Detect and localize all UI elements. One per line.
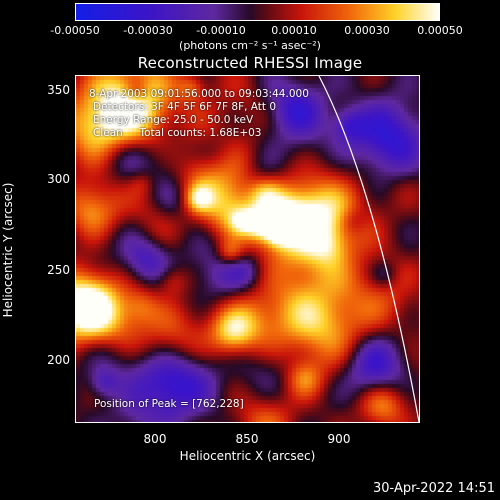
image-map bbox=[76, 76, 419, 422]
plot-title: Reconstructed RHESSI Image bbox=[137, 54, 363, 72]
y-tick-label: 350 bbox=[47, 83, 70, 97]
limb-overlay bbox=[318, 76, 419, 422]
y-axis-label: Heliocentric Y (arcsec) bbox=[1, 182, 15, 318]
colorbar-tick: -0.00050 bbox=[50, 24, 100, 37]
colorbar-tick: -0.00030 bbox=[123, 24, 173, 37]
y-tick-label: 250 bbox=[47, 263, 70, 277]
x-axis-label: Heliocentric X (arcsec) bbox=[179, 449, 316, 463]
y-tick-label: 200 bbox=[47, 353, 70, 367]
peak-position-text: Position of Peak = [762,228] bbox=[94, 398, 244, 410]
colorbar-tick: 0.00050 bbox=[417, 24, 463, 37]
colorbar bbox=[75, 3, 440, 21]
colorbar-tick: 0.00030 bbox=[344, 24, 390, 37]
rhessi-image: 8-Apr-2003 09:01:56.000 to 09:03:44.000 … bbox=[75, 75, 420, 423]
colorbar-tick: -0.00010 bbox=[196, 24, 246, 37]
energy-range-text: Energy Range: 25.0 - 50.0 keV bbox=[93, 114, 254, 126]
x-tick-label: 900 bbox=[327, 432, 351, 446]
colorbar-tick: 0.00010 bbox=[271, 24, 317, 37]
x-tick-label: 800 bbox=[143, 432, 167, 446]
colorbar-units: (photons cm⁻² s⁻¹ asec⁻²) bbox=[179, 39, 321, 52]
timestamp: 30-Apr-2022 14:51 bbox=[373, 481, 495, 496]
clean-counts-text: Clean Total counts: 1.68E+03 bbox=[93, 127, 262, 139]
x-tick-label: 850 bbox=[235, 432, 259, 446]
detectors-text: Detectors: 3F 4F 5F 6F 7F 8F, Att 0 bbox=[93, 101, 277, 113]
y-tick-label: 300 bbox=[47, 172, 70, 186]
time-range-text: 8-Apr-2003 09:01:56.000 to 09:03:44.000 bbox=[89, 88, 309, 100]
solar-limb-line bbox=[318, 76, 419, 422]
